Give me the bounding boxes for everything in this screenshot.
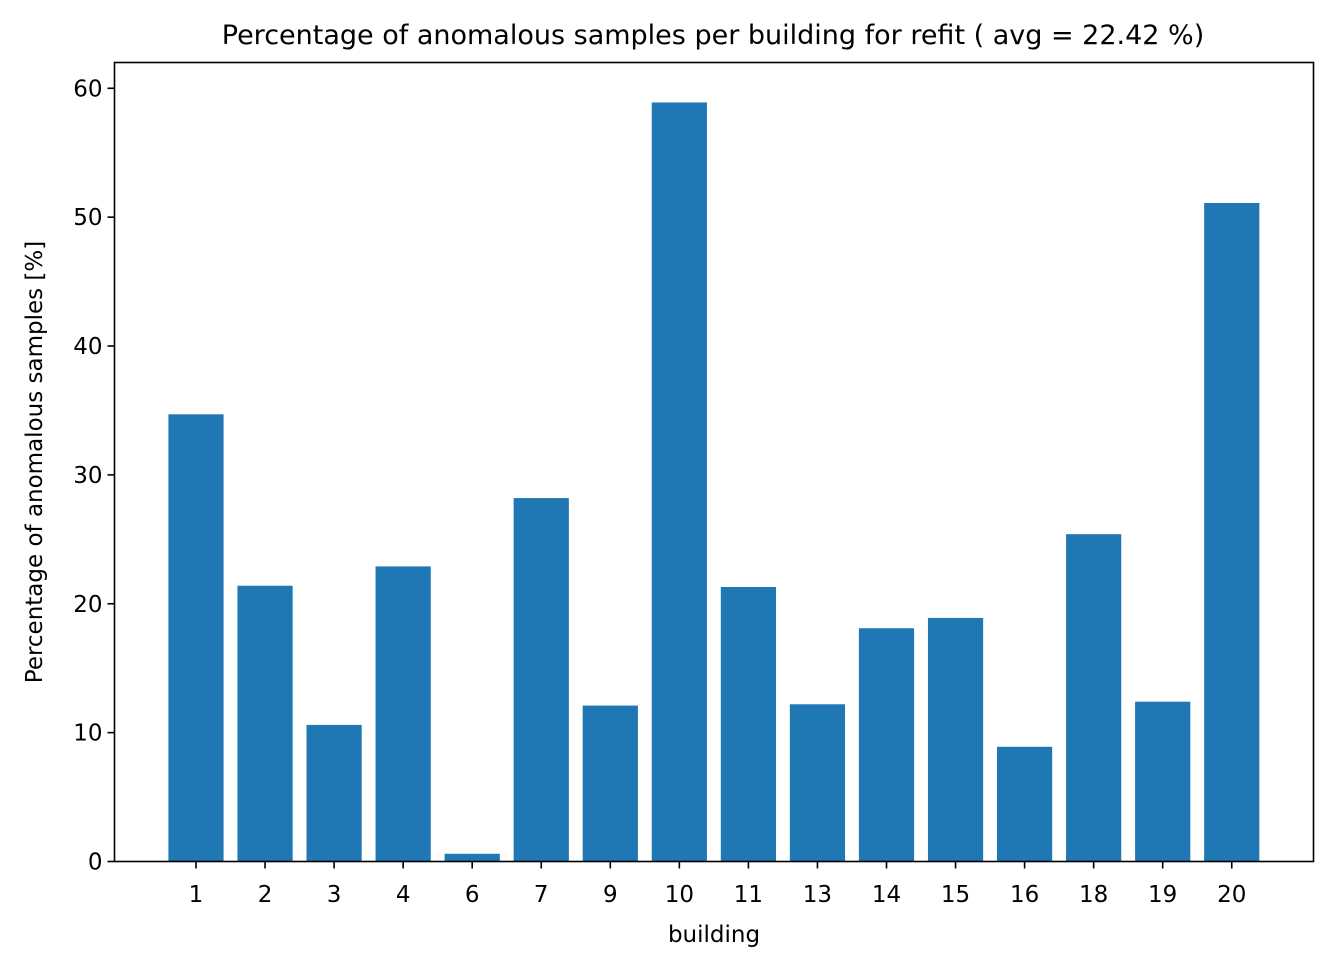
bar-building-9 — [582, 705, 638, 862]
bar-building-14 — [858, 628, 915, 862]
y-tick-label: 10 — [73, 721, 102, 747]
bar-building-2 — [237, 585, 293, 862]
bar-building-16 — [997, 746, 1053, 862]
y-tick-label: 40 — [73, 334, 102, 360]
x-tick-label: 4 — [396, 882, 411, 908]
x-tick-label: 1 — [189, 882, 204, 908]
chart-title: Percentage of anomalous samples per buil… — [222, 20, 1205, 51]
x-tick-label: 13 — [803, 882, 832, 908]
y-tick-label: 60 — [73, 76, 102, 102]
bar-building-13 — [789, 704, 846, 862]
bar-building-19 — [1135, 701, 1191, 862]
bar-building-15 — [927, 617, 984, 862]
x-tick-label: 6 — [465, 882, 480, 908]
x-axis-label: building — [668, 922, 760, 948]
x-tick-label: 20 — [1217, 882, 1246, 908]
bar-building-1 — [168, 414, 224, 862]
x-tick-label: 10 — [665, 882, 694, 908]
y-tick-label: 20 — [73, 592, 102, 618]
y-axis-ticks: 0 10 20 30 40 50 60 — [73, 76, 115, 876]
plot-frame — [113, 61, 1315, 863]
bar-building-4 — [375, 566, 431, 862]
y-axis-label: Percentage of anomalous samples [%] — [22, 241, 48, 683]
bar-building-7 — [513, 498, 569, 862]
bar-building-6 — [444, 853, 500, 862]
x-tick-label: 15 — [941, 882, 970, 908]
bars — [168, 102, 1260, 862]
y-tick-label: 0 — [88, 850, 103, 876]
x-tick-label: 7 — [534, 882, 549, 908]
x-tick-label: 3 — [327, 882, 342, 908]
x-tick-label: 9 — [603, 882, 618, 908]
y-tick-label: 50 — [73, 205, 102, 231]
bar-building-20 — [1204, 202, 1260, 862]
bar-building-3 — [306, 724, 362, 862]
bar-building-18 — [1066, 534, 1122, 862]
x-axis-ticks: 1 2 3 4 6 7 9 10 11 13 14 15 16 18 19 20 — [189, 861, 1246, 908]
x-tick-label: 19 — [1148, 882, 1177, 908]
bar-building-11 — [720, 587, 776, 862]
x-tick-label: 18 — [1079, 882, 1108, 908]
y-tick-label: 30 — [73, 463, 102, 489]
x-tick-label: 11 — [734, 882, 763, 908]
x-tick-label: 16 — [1010, 882, 1039, 908]
x-tick-label: 14 — [872, 882, 901, 908]
x-tick-label: 2 — [258, 882, 273, 908]
bar-building-10 — [651, 102, 707, 862]
